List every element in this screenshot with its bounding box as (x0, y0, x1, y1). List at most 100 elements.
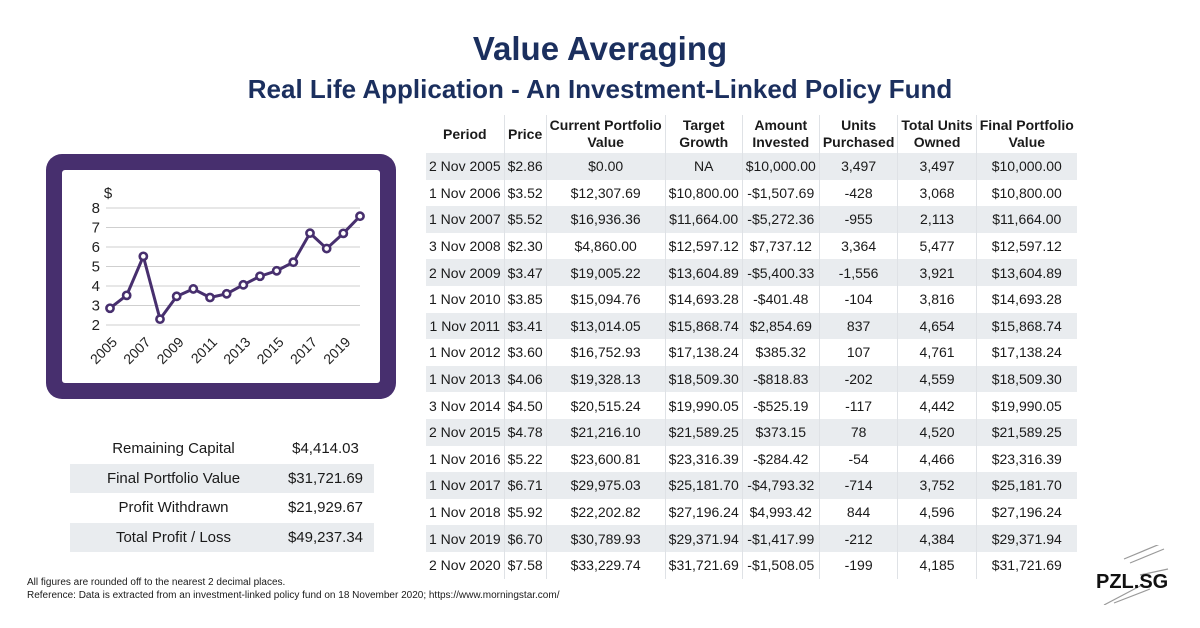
column-header-text: Purchased (822, 134, 895, 150)
y-tick-label: 5 (92, 259, 100, 276)
table-cell: $3.52 (504, 179, 547, 207)
table-cell: 4,442 (897, 392, 977, 419)
table-cell: $0.00 (546, 153, 666, 180)
column-header-text: Invested (752, 134, 810, 150)
table-cell: 2 Nov 2009 (426, 259, 505, 286)
table-cell: 3,752 (897, 472, 977, 499)
table-cell: $29,371.94 (665, 525, 743, 552)
column-header-text: Total Units (901, 117, 973, 133)
column-header-text: Units (841, 117, 877, 133)
table-cell: $13,604.89 (976, 259, 1077, 286)
table-cell: $4,993.42 (742, 498, 820, 526)
table-row: 1 Nov 2017 $6.71 $29,975.03 $25,181.70 -$4,7… (426, 472, 1077, 499)
table-cell: $29,975.03 (546, 472, 666, 499)
table-cell: $31,721.69 (665, 551, 743, 579)
table-cell: -$284.42 (742, 445, 820, 473)
column-header: Final Portfolio Value (976, 115, 1077, 153)
table-cell: -1,556 (819, 259, 899, 286)
price-point (105, 303, 115, 314)
price-point (121, 290, 132, 301)
page-subtitle: Real Life Application - An Investment-Li… (247, 74, 953, 104)
table-cell: -212 (819, 525, 899, 552)
table-cell: $27,196.24 (665, 498, 743, 526)
table-row: 1 Nov 2012 $3.60 $16,752.93 $17,138.24 $385.… (426, 339, 1077, 366)
x-tick-label: 2011 (188, 334, 221, 367)
table-cell: $21,216.10 (546, 418, 666, 446)
table-cell: $15,868.74 (665, 312, 743, 340)
table-cell: 3,497 (897, 153, 977, 180)
table-cell: 1 Nov 2017 (426, 472, 505, 499)
table-cell: 2 Nov 2005 (426, 153, 505, 180)
column-header: Total Units Owned (897, 115, 977, 153)
table-cell: -54 (819, 445, 899, 473)
table-cell: 107 (819, 339, 899, 366)
table-row: 1 Nov 2007 $5.52 $16,936.36 $11,664.00 -$5,2… (426, 206, 1077, 233)
table-cell: $25,181.70 (976, 472, 1077, 499)
table-cell: $16,752.93 (546, 339, 666, 366)
table-cell: -955 (819, 206, 899, 233)
table-cell: $4.06 (504, 365, 547, 393)
table-cell: -$1,507.69 (742, 179, 820, 207)
price-point (188, 284, 199, 294)
table-cell: $14,693.28 (665, 285, 743, 313)
summary-row: Final Portfolio Value $31,721.69 (70, 463, 374, 494)
table-cell: $10,800.00 (665, 179, 743, 207)
table-row: 1 Nov 2016 $5.22 $23,600.81 $23,316.39 -$284… (426, 445, 1077, 473)
table-cell: $3.47 (504, 259, 547, 286)
table-cell: 1 Nov 2013 (426, 365, 505, 393)
price-line-chart: 2 3 4 5 6 7 8$2005 2007 2009 2011 2013 2015 2017 2019 (87, 185, 365, 367)
summary-row: Total Profit / Loss $49,237.34 (70, 522, 374, 553)
table-cell: 1 Nov 2007 (426, 206, 505, 233)
table-cell: 3,816 (897, 285, 977, 313)
table-cell: 1 Nov 2016 (426, 445, 505, 473)
summary-value: $21,929.67 (287, 499, 364, 517)
table-cell: $22,202.82 (546, 498, 666, 526)
price-point (305, 228, 315, 239)
table-cell: 1 Nov 2012 (426, 339, 505, 366)
table-cell: -$5,272.36 (742, 206, 820, 233)
table-cell: $15,868.74 (976, 312, 1077, 340)
table-cell: 2,113 (897, 206, 977, 233)
table-cell: $30,789.93 (546, 525, 666, 552)
table-cell: 5,477 (897, 232, 977, 260)
table-cell: -202 (819, 365, 899, 393)
logo-mark (1103, 545, 1169, 605)
y-tick-label: 6 (92, 239, 100, 256)
price-point (271, 265, 282, 276)
summary-row: Remaining Capital $4,414.03 (70, 434, 374, 464)
table-cell: $12,597.12 (991, 238, 1062, 255)
table-cell: $13,014.05 (546, 312, 666, 340)
column-header: Period (426, 115, 505, 153)
table-cell: 837 (819, 312, 899, 340)
table-row: 2 Nov 2020 $7.58 $33,229.74 $31,721.69 -$1,5… (426, 551, 1077, 579)
table-cell: 4,559 (897, 365, 977, 393)
table-cell: $6.70 (504, 525, 547, 552)
column-header-text: Final Portfolio (979, 117, 1074, 133)
price-point (321, 243, 332, 254)
table-cell: $23,600.81 (546, 445, 666, 473)
table-cell: NA (665, 153, 743, 180)
table-cell: $16,936.36 (546, 206, 666, 233)
table-cell: $12,307.69 (546, 179, 666, 207)
column-header-text: Value (1008, 134, 1046, 150)
column-header-text: Owned (913, 134, 961, 150)
column-header: Current Portfolio Value (546, 115, 666, 153)
price-point (155, 314, 165, 325)
table-cell: $6.71 (504, 472, 547, 499)
table-cell: $21,589.25 (976, 418, 1077, 446)
y-axis-label: $ (104, 185, 113, 202)
y-tick-label: 3 (92, 298, 100, 315)
x-tick-label: 2009 (153, 334, 186, 367)
table-cell: $12,597.12 (665, 232, 743, 260)
summary-label: Final Portfolio Value (70, 463, 277, 494)
table-cell: -117 (819, 392, 899, 419)
table-cell: $7.58 (504, 551, 547, 579)
y-tick-label: 7 (92, 220, 100, 237)
table-cell: -$818.83 (742, 365, 820, 393)
table-cell: $3.85 (504, 285, 547, 313)
value-averaging-table: Period Price Current Portfolio Value Target G… (426, 115, 1077, 579)
table-cell: $33,229.74 (546, 551, 666, 579)
table-cell: -$525.19 (742, 392, 820, 419)
table-cell: $5.22 (504, 445, 547, 473)
table-row: 1 Nov 2010 $3.85 $15,094.76 $14,693.28 -$401… (426, 285, 1077, 313)
